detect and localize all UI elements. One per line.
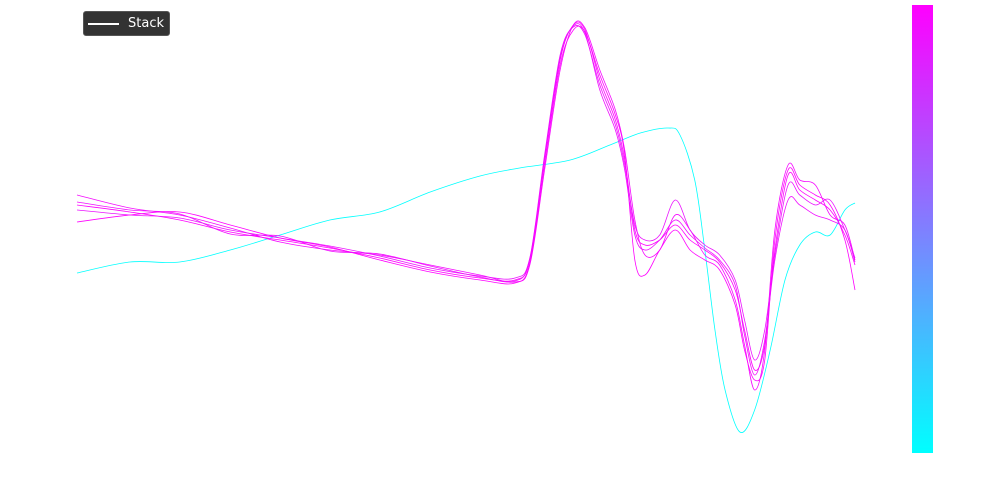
colorbar [912, 5, 933, 453]
series-line-3 [76, 25, 856, 361]
series-line-5 [76, 23, 856, 376]
legend-line-swatch [88, 23, 119, 25]
series-line-2 [76, 20, 856, 391]
series-line-4 [76, 25, 856, 382]
series-line-0 [76, 127, 856, 433]
legend-label: Stack [128, 16, 164, 31]
legend: Stack [83, 11, 170, 36]
